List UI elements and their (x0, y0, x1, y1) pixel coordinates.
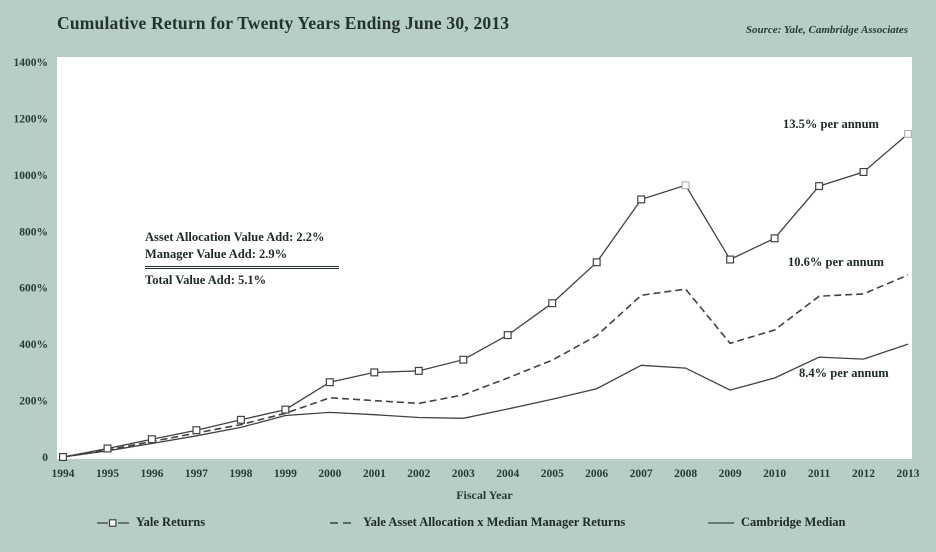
y-tick-label: 200% (19, 396, 48, 408)
source-note: Source: Yale, Cambridge Associates (745, 24, 908, 36)
data-point-marker (859, 168, 868, 177)
data-point-marker (414, 366, 423, 375)
plot-area (57, 57, 912, 459)
data-point-marker (147, 435, 156, 444)
value-add-line-manager: Manager Value Add: 2.9% (145, 247, 288, 261)
data-point-marker (681, 181, 690, 190)
x-tick-label: 2002 (407, 468, 430, 480)
y-tick-label: 1000% (14, 170, 49, 182)
x-tick-label: 2009 (719, 468, 742, 480)
y-tick-label: 600% (19, 283, 48, 295)
y-tick-label: 1400% (14, 57, 49, 69)
data-point-marker (281, 405, 290, 414)
legend-item-asset-allocation: Yale Asset Allocation x Median Manager R… (330, 515, 625, 530)
data-point-marker (370, 368, 379, 377)
y-tick-label: 400% (19, 339, 48, 351)
solid-line-icon (708, 521, 734, 524)
legend-label-yale-returns: Yale Returns (136, 515, 206, 529)
x-tick-label: 2012 (852, 468, 875, 480)
data-point-marker (103, 444, 112, 453)
x-tick-label: 2005 (541, 468, 564, 480)
x-tick-label: 2006 (585, 468, 608, 480)
value-add-components: Asset Allocation Value Add: 2.2% Manager… (145, 229, 339, 269)
x-tick-label: 1995 (96, 468, 119, 480)
x-tick-label: 2010 (763, 468, 786, 480)
x-tick-label: 1999 (274, 468, 297, 480)
x-tick-label: 2001 (363, 468, 386, 480)
x-tick-label: 2004 (496, 468, 519, 480)
dashed-line-icon (330, 521, 356, 524)
legend-item-cambridge-median: Cambridge Median (708, 515, 846, 530)
chart-canvas: 1400% 1200% 1000% 800% 600% 400% 200% 0 1994 1995… (14, 57, 920, 480)
data-point-marker (503, 331, 512, 340)
chart-title: Cumulative Return for Twenty Years Endin… (57, 13, 510, 33)
data-point-marker (770, 234, 779, 243)
y-tick-label: 800% (19, 226, 48, 238)
x-axis-title: Fiscal Year (456, 488, 513, 502)
annotation-yale-per-annum: 13.5% per annum (783, 117, 879, 131)
data-point-marker (192, 426, 201, 435)
value-add-line-allocation: Asset Allocation Value Add: 2.2% (145, 230, 325, 244)
x-tick-label: 1994 (52, 468, 75, 480)
value-add-annotation: Asset Allocation Value Add: 2.2% Manager… (145, 229, 339, 289)
annotation-cambridge-per-annum: 8.4% per annum (799, 366, 889, 380)
data-point-marker (637, 195, 646, 204)
x-tick-label: 2000 (318, 468, 341, 480)
data-point-marker (903, 129, 912, 138)
x-tick-label: 2007 (630, 468, 653, 480)
data-point-marker (592, 258, 601, 267)
asset-allocation-line (62, 274, 909, 458)
x-tick-label: 2003 (452, 468, 475, 480)
data-point-marker (459, 355, 468, 364)
data-point-marker (325, 378, 334, 387)
data-point-marker (58, 453, 67, 462)
x-tick-label: 2008 (674, 468, 697, 480)
y-tick-label: 1200% (14, 113, 49, 125)
x-tick-label: 1997 (185, 468, 208, 480)
x-tick-label: 1996 (140, 468, 163, 480)
legend-label-asset-allocation: Yale Asset Allocation x Median Manager R… (363, 515, 626, 529)
annotation-allocation-per-annum: 10.6% per annum (788, 255, 884, 269)
y-tick-label: 0 (42, 452, 48, 464)
x-tick-label: 2011 (808, 468, 831, 480)
data-point-marker (726, 255, 735, 264)
data-point-marker (236, 415, 245, 424)
legend-item-yale-returns: Yale Returns (97, 515, 205, 530)
cambridge-median-line (62, 343, 909, 458)
x-tick-label: 2013 (897, 468, 920, 480)
legend-label-cambridge-median: Cambridge Median (741, 515, 846, 529)
x-tick-label: 1998 (229, 468, 252, 480)
data-point-marker (815, 182, 824, 191)
value-add-total: Total Value Add: 5.1% (145, 273, 267, 287)
data-point-marker (548, 299, 557, 308)
yale-returns-line-marker-icon (97, 518, 129, 527)
yale-returns-line (62, 133, 909, 458)
